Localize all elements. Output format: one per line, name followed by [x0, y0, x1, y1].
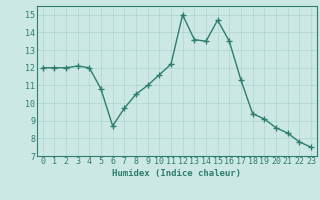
X-axis label: Humidex (Indice chaleur): Humidex (Indice chaleur)	[112, 169, 241, 178]
